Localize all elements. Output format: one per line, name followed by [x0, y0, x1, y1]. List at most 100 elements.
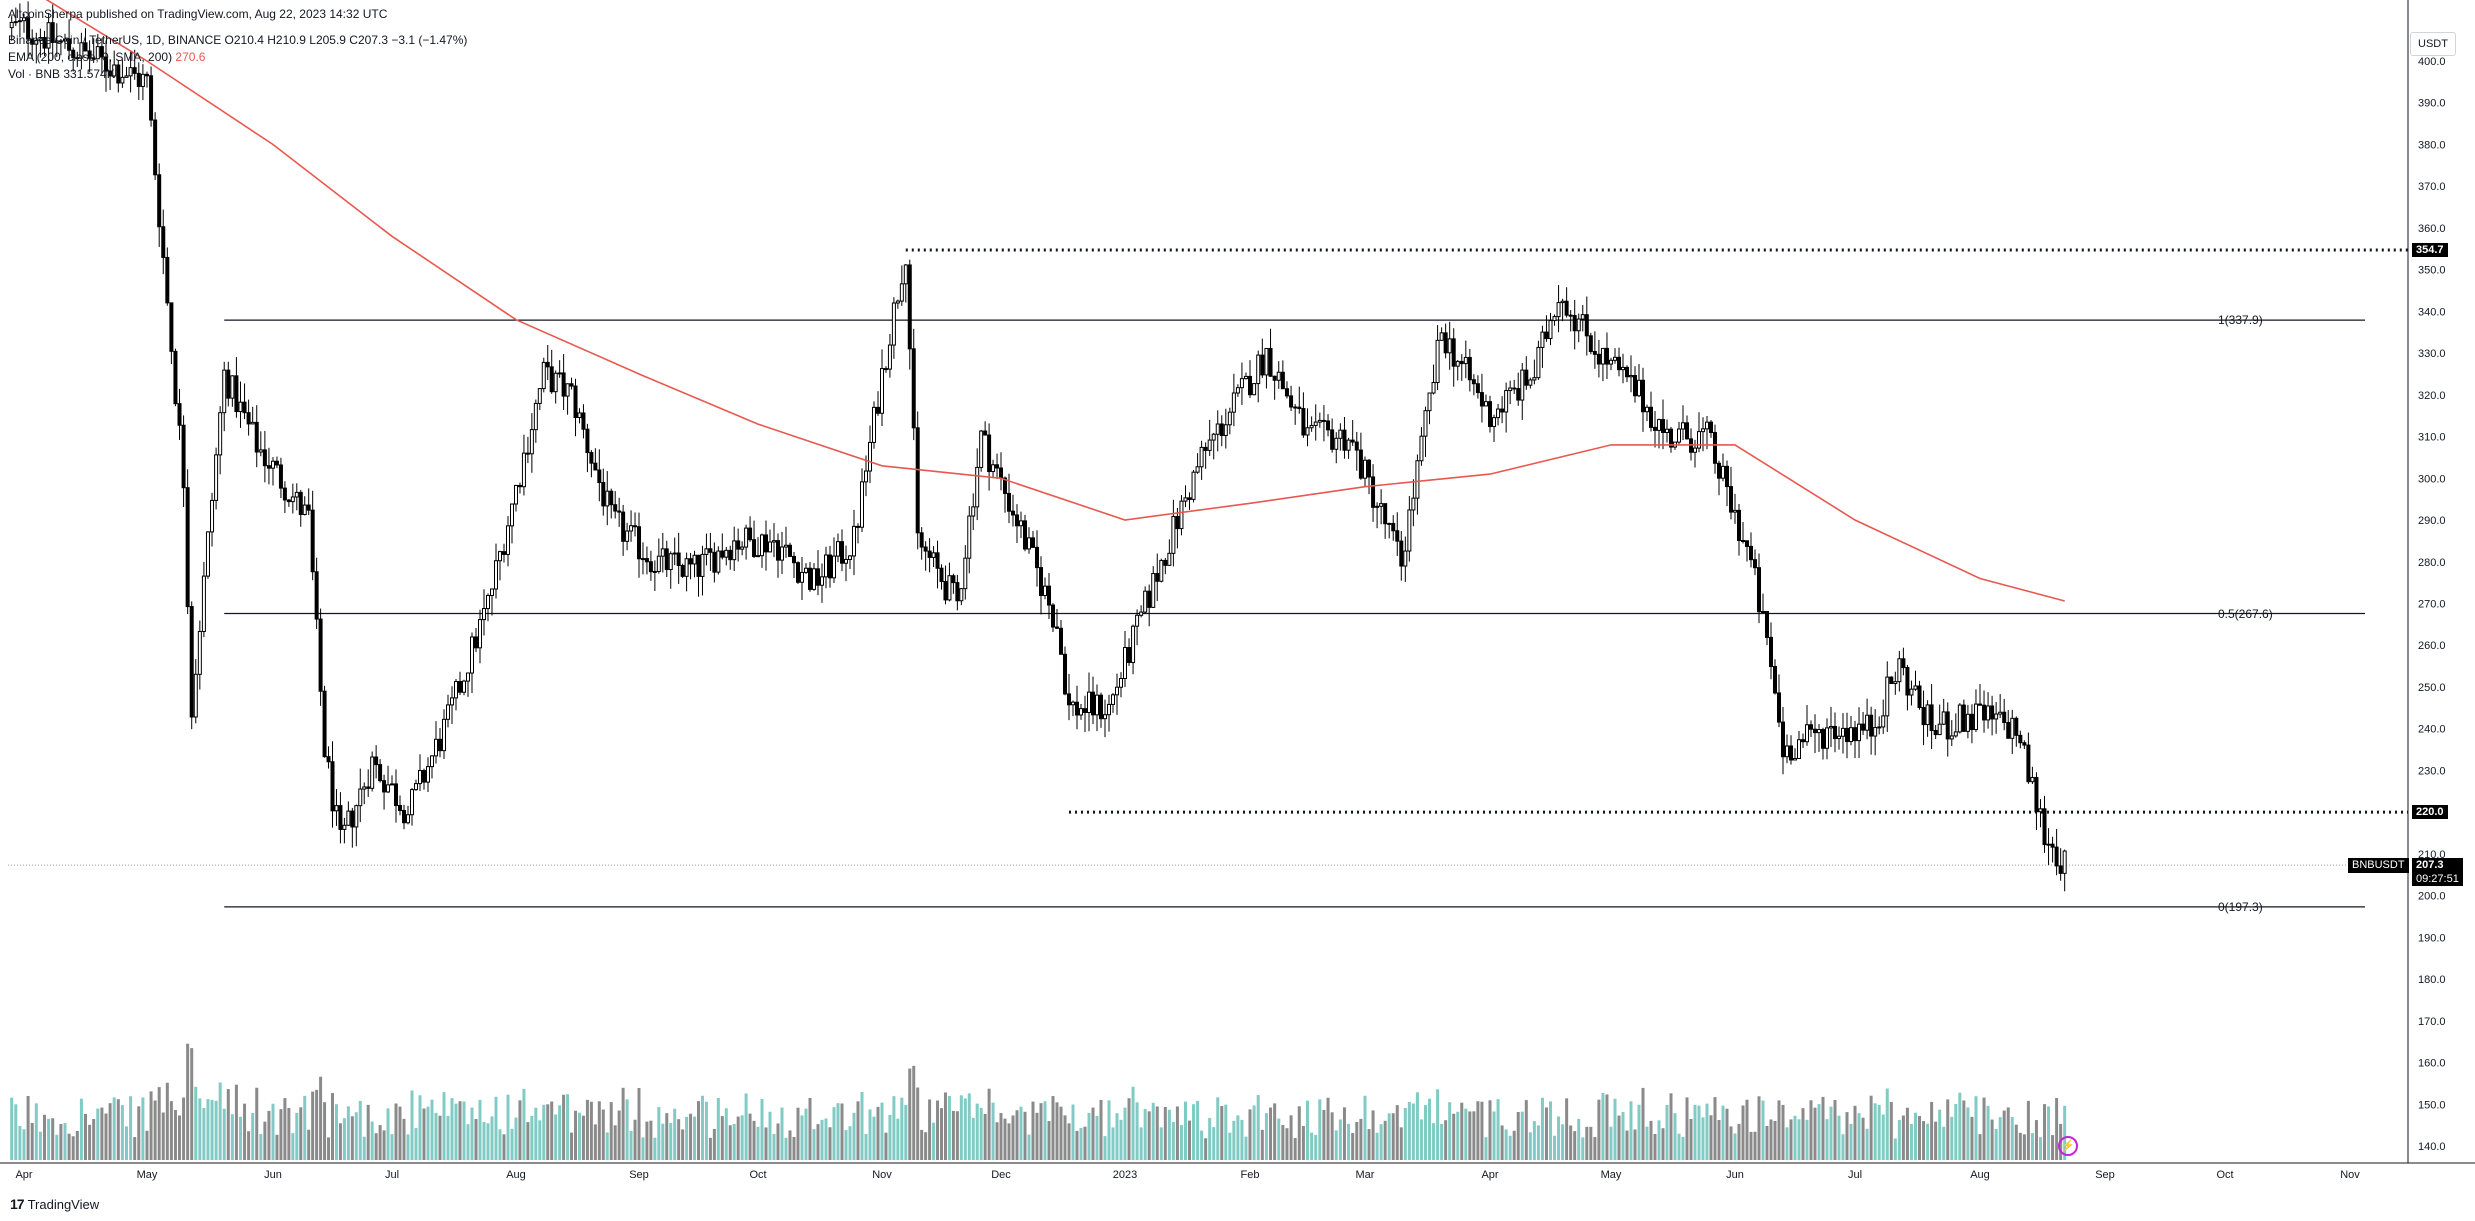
- volume-bar: [438, 1115, 442, 1160]
- volume-bar: [1922, 1121, 1926, 1160]
- volume-bar: [51, 1118, 55, 1160]
- candle-body: [943, 580, 948, 601]
- volume-bar: [1480, 1101, 1484, 1160]
- volume-bar: [1934, 1121, 1938, 1160]
- volume-bar: [2038, 1137, 2042, 1160]
- volume-bar: [186, 1043, 190, 1160]
- volume-bar: [1031, 1101, 1035, 1160]
- y-tick-label: 140.0: [2418, 1141, 2446, 1153]
- candle-body: [1528, 379, 1533, 386]
- candle-body: [712, 551, 717, 573]
- volume-bar: [872, 1116, 876, 1160]
- volume-bar: [116, 1099, 120, 1160]
- y-tick-label: 150.0: [2418, 1099, 2446, 1111]
- candle-body: [1941, 711, 1946, 725]
- volume-bar: [1047, 1121, 1051, 1160]
- volume-bar: [287, 1107, 291, 1160]
- candle-body: [258, 449, 263, 453]
- volume-bar: [1653, 1133, 1657, 1160]
- volume-bar: [1789, 1119, 1793, 1160]
- volume-bar: [1403, 1107, 1407, 1160]
- candle-body: [1990, 705, 1995, 720]
- candle-body: [1411, 497, 1416, 511]
- volume-bar: [1733, 1133, 1737, 1160]
- volume-bar: [772, 1133, 776, 1160]
- candle-body: [2006, 722, 2011, 739]
- volume-bar: [426, 1106, 430, 1160]
- currency-unit-button[interactable]: USDT: [2410, 32, 2456, 56]
- candle-body: [1252, 383, 1257, 396]
- candle-body: [1552, 316, 1557, 322]
- volume-bar: [916, 1087, 920, 1160]
- lightning-icon[interactable]: ⚡: [2058, 1136, 2078, 1156]
- candle-body: [1095, 694, 1099, 716]
- volume-bar: [279, 1109, 283, 1160]
- y-tick-label: 390.0: [2418, 98, 2446, 110]
- candle-body: [1657, 419, 1661, 431]
- candle-body: [1588, 335, 1593, 353]
- volume-bar: [1737, 1123, 1741, 1160]
- candle-body: [314, 571, 319, 620]
- volume-bar: [1399, 1127, 1403, 1160]
- x-tick-label: Sep: [2095, 1169, 2115, 1181]
- candle-body: [1223, 424, 1228, 437]
- volume-bar: [422, 1108, 426, 1160]
- volume-bar: [88, 1124, 92, 1160]
- candle-body: [1633, 375, 1637, 397]
- volume-bar: [378, 1125, 382, 1160]
- volume-bar: [334, 1104, 338, 1160]
- candle-body: [768, 541, 772, 553]
- ema-legend[interactable]: EMA (200, close, 0, SMA, 200) 270.6: [8, 49, 205, 66]
- volume-bar: [1982, 1097, 1986, 1160]
- candle-body: [1203, 446, 1208, 451]
- candle-body: [30, 38, 35, 45]
- volume-bar: [1448, 1102, 1452, 1160]
- volume-bar: [374, 1133, 378, 1160]
- volume-bar: [1063, 1115, 1067, 1160]
- candle-body: [95, 46, 100, 60]
- candle-body: [545, 361, 550, 368]
- volume-bar: [1256, 1095, 1260, 1160]
- candle-body: [58, 40, 63, 43]
- volume-bar: [1681, 1136, 1685, 1160]
- volume-legend[interactable]: Vol · BNB 331.574K: [8, 67, 115, 81]
- volume-bar: [149, 1091, 153, 1160]
- candle-body: [529, 429, 534, 455]
- volume-bar: [816, 1124, 820, 1160]
- candle-body: [728, 549, 733, 561]
- candle-body: [736, 540, 741, 550]
- candle-body: [1399, 540, 1404, 567]
- candle-body: [696, 554, 701, 577]
- candle-body: [1272, 375, 1277, 381]
- volume-bar: [133, 1137, 137, 1160]
- candle-body: [800, 571, 804, 583]
- candle-body: [1031, 537, 1035, 548]
- volume-bar: [856, 1101, 860, 1160]
- volume-bar: [1179, 1125, 1183, 1160]
- candle-body: [895, 300, 900, 304]
- volume-bar: [1677, 1133, 1681, 1160]
- candle-body: [149, 75, 154, 121]
- symbol-legend[interactable]: Binance Coin / TetherUS, 1D, BINANCE O21…: [8, 33, 468, 47]
- candle-body: [903, 264, 908, 285]
- candle-body: [1982, 704, 1987, 721]
- volume-bar: [1051, 1096, 1055, 1160]
- candle-body: [2062, 850, 2067, 874]
- candle-body: [226, 369, 231, 399]
- volume-bar: [1075, 1130, 1079, 1160]
- volume-bar: [1019, 1106, 1023, 1160]
- tradingview-brand[interactable]: 17 TradingView: [10, 1196, 99, 1212]
- candle-body: [1584, 314, 1589, 337]
- candle-body: [792, 555, 796, 564]
- volume-bar: [1387, 1113, 1391, 1160]
- candle-body: [1500, 408, 1505, 413]
- candle-body: [474, 636, 478, 649]
- volume-bar: [1135, 1102, 1139, 1160]
- volume-bar: [1613, 1098, 1617, 1160]
- candle-body: [2046, 843, 2051, 846]
- volume-bar: [728, 1125, 732, 1160]
- volume-bar: [1273, 1103, 1277, 1160]
- candle-body: [1488, 401, 1492, 427]
- candle-body: [680, 564, 685, 577]
